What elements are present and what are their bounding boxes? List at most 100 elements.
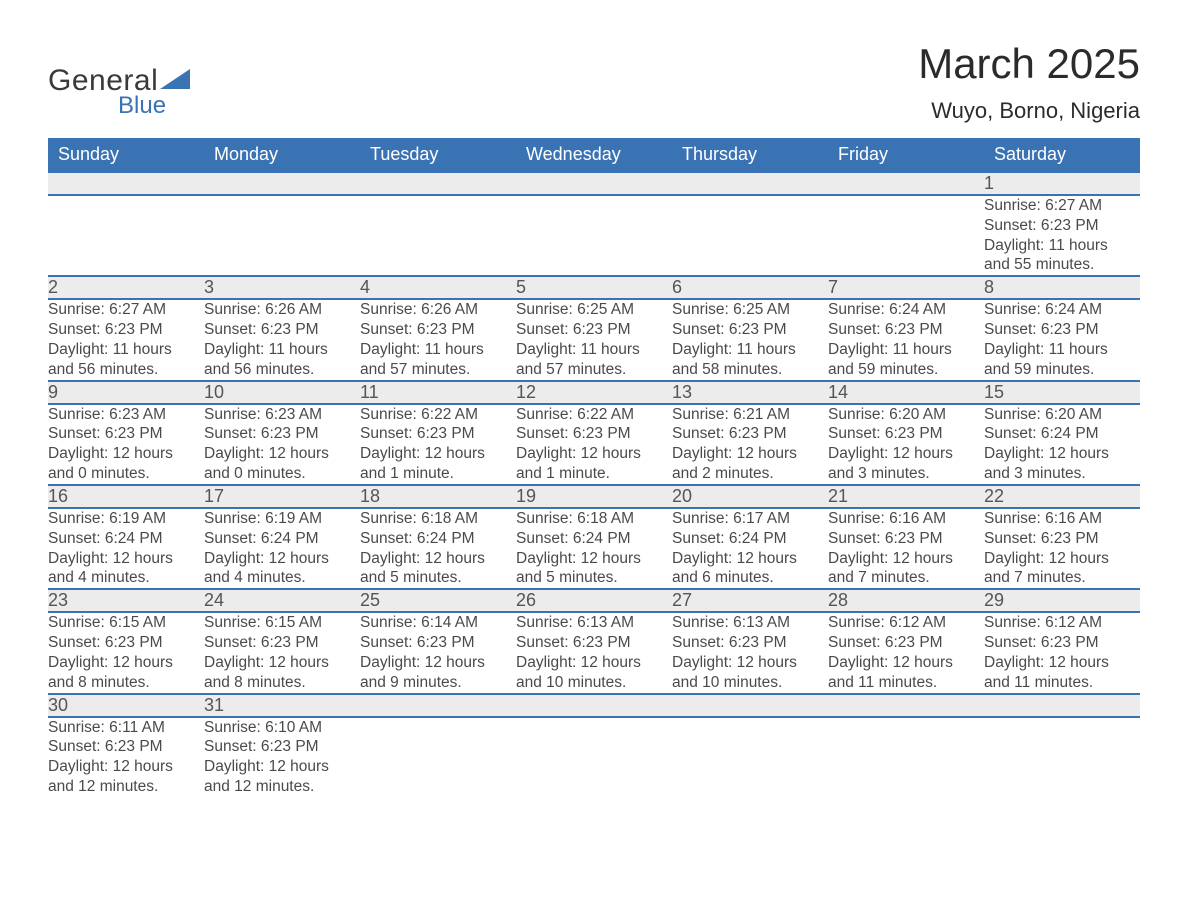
sunset-text: Sunset: 6:23 PM <box>360 424 516 444</box>
day-number-cell <box>516 172 672 195</box>
sunset-text: Sunset: 6:23 PM <box>672 633 828 653</box>
day-number-cell: 19 <box>516 485 672 508</box>
sunrise-text: Sunrise: 6:24 AM <box>984 300 1140 320</box>
day-number-cell: 29 <box>984 589 1140 612</box>
sunset-text: Sunset: 6:23 PM <box>48 320 204 340</box>
day-number-cell: 8 <box>984 276 1140 299</box>
sunrise-text: Sunrise: 6:16 AM <box>984 509 1140 529</box>
day-detail-cell: Sunrise: 6:17 AMSunset: 6:24 PMDaylight:… <box>672 508 828 589</box>
sunrise-text: Sunrise: 6:19 AM <box>204 509 360 529</box>
day-detail-cell: Sunrise: 6:19 AMSunset: 6:24 PMDaylight:… <box>48 508 204 589</box>
daylight-line2: and 59 minutes. <box>828 360 984 380</box>
day-detail-cell: Sunrise: 6:27 AMSunset: 6:23 PMDaylight:… <box>984 195 1140 276</box>
day-number: 9 <box>48 382 58 402</box>
day-detail-cell: Sunrise: 6:15 AMSunset: 6:23 PMDaylight:… <box>48 612 204 693</box>
daylight-line1: Daylight: 12 hours <box>984 549 1140 569</box>
day-number-cell: 21 <box>828 485 984 508</box>
brand-logo: General Blue <box>48 64 190 120</box>
day-number: 26 <box>516 590 536 610</box>
sunset-text: Sunset: 6:23 PM <box>516 320 672 340</box>
sunset-text: Sunset: 6:24 PM <box>48 529 204 549</box>
day-detail-row: Sunrise: 6:15 AMSunset: 6:23 PMDaylight:… <box>48 612 1140 693</box>
sunset-text: Sunset: 6:23 PM <box>204 424 360 444</box>
daylight-line1: Daylight: 12 hours <box>672 444 828 464</box>
day-detail-cell: Sunrise: 6:20 AMSunset: 6:23 PMDaylight:… <box>828 404 984 485</box>
sunset-text: Sunset: 6:23 PM <box>48 737 204 757</box>
brand-text-blue: Blue <box>118 92 190 120</box>
day-number-cell: 30 <box>48 694 204 717</box>
daylight-line2: and 7 minutes. <box>984 568 1140 588</box>
day-number-row: 9101112131415 <box>48 381 1140 404</box>
day-number-cell: 11 <box>360 381 516 404</box>
calendar-table: Sunday Monday Tuesday Wednesday Thursday… <box>48 138 1140 797</box>
daylight-line2: and 5 minutes. <box>516 568 672 588</box>
day-detail-cell: Sunrise: 6:26 AMSunset: 6:23 PMDaylight:… <box>360 299 516 380</box>
day-number-cell <box>828 694 984 717</box>
daylight-line2: and 1 minute. <box>360 464 516 484</box>
sunrise-text: Sunrise: 6:25 AM <box>672 300 828 320</box>
sunrise-text: Sunrise: 6:22 AM <box>516 405 672 425</box>
day-detail-cell: Sunrise: 6:11 AMSunset: 6:23 PMDaylight:… <box>48 717 204 797</box>
sunset-text: Sunset: 6:24 PM <box>204 529 360 549</box>
weekday-header: Wednesday <box>516 138 672 172</box>
day-number: 11 <box>360 382 379 402</box>
daylight-line2: and 0 minutes. <box>48 464 204 484</box>
sunrise-text: Sunrise: 6:16 AM <box>828 509 984 529</box>
sunrise-text: Sunrise: 6:20 AM <box>984 405 1140 425</box>
day-detail-row: Sunrise: 6:27 AMSunset: 6:23 PMDaylight:… <box>48 299 1140 380</box>
day-detail-row: Sunrise: 6:23 AMSunset: 6:23 PMDaylight:… <box>48 404 1140 485</box>
day-number: 21 <box>828 486 848 506</box>
day-number: 3 <box>204 277 214 297</box>
day-number-cell: 25 <box>360 589 516 612</box>
weekday-header: Thursday <box>672 138 828 172</box>
day-detail-cell: Sunrise: 6:16 AMSunset: 6:23 PMDaylight:… <box>984 508 1140 589</box>
sunset-text: Sunset: 6:24 PM <box>516 529 672 549</box>
daylight-line1: Daylight: 11 hours <box>984 340 1140 360</box>
weekday-header: Saturday <box>984 138 1140 172</box>
daylight-line2: and 10 minutes. <box>672 673 828 693</box>
daylight-line2: and 7 minutes. <box>828 568 984 588</box>
daylight-line1: Daylight: 12 hours <box>360 444 516 464</box>
sunrise-text: Sunrise: 6:21 AM <box>672 405 828 425</box>
day-detail-cell: Sunrise: 6:23 AMSunset: 6:23 PMDaylight:… <box>204 404 360 485</box>
sunset-text: Sunset: 6:23 PM <box>672 424 828 444</box>
sunrise-text: Sunrise: 6:10 AM <box>204 718 360 738</box>
sunrise-text: Sunrise: 6:23 AM <box>204 405 360 425</box>
day-number-cell: 3 <box>204 276 360 299</box>
daylight-line2: and 12 minutes. <box>204 777 360 797</box>
daylight-line1: Daylight: 12 hours <box>204 757 360 777</box>
day-number: 2 <box>48 277 58 297</box>
daylight-line1: Daylight: 11 hours <box>828 340 984 360</box>
daylight-line2: and 11 minutes. <box>984 673 1140 693</box>
day-detail-cell: Sunrise: 6:25 AMSunset: 6:23 PMDaylight:… <box>516 299 672 380</box>
sunrise-text: Sunrise: 6:12 AM <box>828 613 984 633</box>
day-number: 8 <box>984 277 994 297</box>
day-number: 6 <box>672 277 682 297</box>
day-number-cell: 5 <box>516 276 672 299</box>
day-number-cell: 2 <box>48 276 204 299</box>
sunset-text: Sunset: 6:23 PM <box>48 424 204 444</box>
day-number-cell: 9 <box>48 381 204 404</box>
day-number-cell <box>360 172 516 195</box>
day-detail-cell <box>672 195 828 276</box>
daylight-line1: Daylight: 12 hours <box>828 444 984 464</box>
day-number: 14 <box>828 382 848 402</box>
sunset-text: Sunset: 6:24 PM <box>360 529 516 549</box>
sunset-text: Sunset: 6:23 PM <box>204 320 360 340</box>
day-number-cell <box>828 172 984 195</box>
day-number: 20 <box>672 486 692 506</box>
day-detail-cell: Sunrise: 6:23 AMSunset: 6:23 PMDaylight:… <box>48 404 204 485</box>
day-detail-cell <box>984 717 1140 797</box>
daylight-line1: Daylight: 12 hours <box>516 549 672 569</box>
day-number-cell <box>204 172 360 195</box>
day-number-cell: 7 <box>828 276 984 299</box>
sunrise-text: Sunrise: 6:24 AM <box>828 300 984 320</box>
day-number-cell: 15 <box>984 381 1140 404</box>
daylight-line1: Daylight: 12 hours <box>984 444 1140 464</box>
month-title: March 2025 <box>918 40 1140 88</box>
day-number: 31 <box>204 695 224 715</box>
daylight-line1: Daylight: 12 hours <box>204 653 360 673</box>
daylight-line1: Daylight: 12 hours <box>48 653 204 673</box>
day-number-cell: 14 <box>828 381 984 404</box>
day-number-cell: 4 <box>360 276 516 299</box>
